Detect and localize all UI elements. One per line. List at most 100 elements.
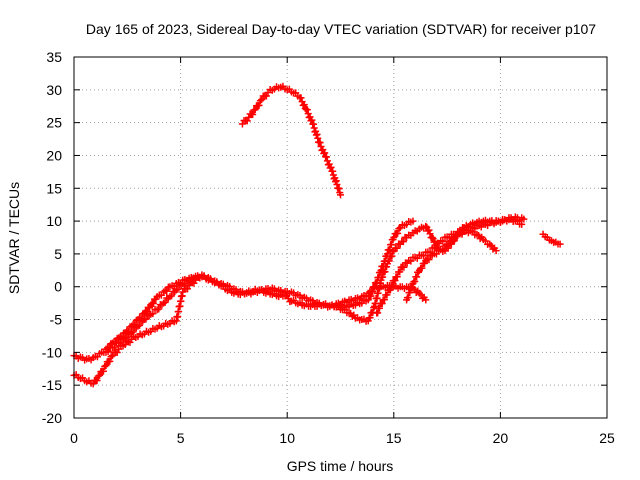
- x-tick-label: 15: [386, 430, 402, 446]
- data-point-fill: [249, 110, 257, 118]
- data-point-fill: [380, 296, 388, 304]
- data-point-fill: [379, 273, 387, 281]
- data-point-fill: [163, 287, 171, 295]
- data-point-fill: [396, 268, 404, 276]
- series-track-7: [238, 82, 344, 199]
- data-point-fill: [387, 241, 395, 249]
- data-point: [492, 247, 500, 255]
- y-tick-label: -10: [42, 344, 62, 360]
- y-tick-label: 20: [46, 147, 62, 163]
- data-point-fill: [255, 101, 263, 109]
- data-point-fill: [418, 264, 426, 272]
- data-point-fill: [439, 237, 447, 245]
- data-point: [192, 275, 200, 283]
- data-point: [364, 296, 372, 304]
- y-tick-label: 10: [46, 213, 62, 229]
- y-tick-label: -20: [42, 410, 62, 426]
- series-track-3: [102, 274, 200, 356]
- x-tick-label: 25: [599, 430, 615, 446]
- data-point-fill: [375, 304, 383, 312]
- data-point-fill: [262, 92, 270, 100]
- data-point-fill: [303, 106, 311, 114]
- data-point-fill: [101, 363, 109, 371]
- data-points: [70, 82, 564, 388]
- y-tick-label: 0: [54, 279, 62, 295]
- data-point: [258, 96, 266, 104]
- y-tick-label: 30: [46, 82, 62, 98]
- data-point: [96, 371, 104, 379]
- data-point: [409, 217, 417, 225]
- data-point: [390, 234, 398, 241]
- data-point-fill: [385, 257, 393, 265]
- data-point-fill: [155, 305, 163, 313]
- data-point-fill: [104, 348, 112, 356]
- data-point-fill: [381, 268, 389, 276]
- data-point: [422, 296, 430, 304]
- data-point-fill: [116, 339, 124, 347]
- y-tick-label: 35: [46, 49, 62, 65]
- data-point-fill: [406, 289, 414, 297]
- data-point: [428, 234, 436, 241]
- data-point-fill: [322, 153, 330, 161]
- data-point-fill: [413, 273, 421, 281]
- data-point-fill: [378, 300, 386, 308]
- data-point-fill: [366, 314, 374, 322]
- data-point-fill: [391, 277, 399, 285]
- data-point-fill: [106, 357, 114, 365]
- data-point-fill: [408, 283, 416, 291]
- series-track-4: [332, 215, 526, 325]
- data-point-fill: [99, 367, 107, 375]
- x-tick-label: 0: [70, 430, 78, 446]
- data-point-fill: [393, 244, 401, 252]
- data-point-fill: [389, 248, 397, 256]
- data-point-fill: [386, 286, 394, 294]
- data-point: [422, 222, 430, 230]
- data-point-fill: [369, 287, 377, 295]
- data-point-fill: [426, 230, 434, 238]
- data-point-fill: [256, 97, 264, 105]
- data-point-fill: [93, 377, 101, 385]
- y-tick-label: 5: [54, 246, 62, 262]
- data-point-fill: [394, 229, 402, 237]
- y-tick-label: -5: [50, 312, 63, 328]
- data-point-fill: [300, 101, 308, 109]
- data-point-fill: [388, 252, 396, 260]
- data-point: [556, 240, 564, 248]
- series-track-5: [373, 213, 528, 317]
- data-point-fill: [393, 273, 401, 281]
- data-point-fill: [168, 292, 176, 300]
- data-point: [518, 220, 526, 228]
- data-point-fill: [142, 315, 150, 323]
- chart-title: Day 165 of 2023, Sidereal Day-to-day VTE…: [86, 21, 596, 37]
- grid-lines: [74, 57, 607, 418]
- data-point-fill: [123, 334, 131, 342]
- data-point-fill: [187, 278, 195, 286]
- data-point-fill: [111, 343, 119, 351]
- data-point-fill: [297, 94, 305, 102]
- data-point-fill: [411, 277, 419, 285]
- data-point: [371, 283, 379, 291]
- data-point-fill: [149, 299, 157, 307]
- data-point-fill: [444, 241, 452, 249]
- data-point: [251, 106, 259, 114]
- data-point-fill: [174, 285, 182, 293]
- x-tick-label: 20: [493, 430, 509, 446]
- data-point-fill: [451, 236, 459, 244]
- data-point-fill: [383, 291, 391, 299]
- data-point-fill: [400, 263, 408, 271]
- plot-frame: [73, 56, 608, 419]
- data-point-fill: [404, 294, 412, 302]
- data-point-fill: [388, 281, 396, 289]
- data-point-fill: [367, 292, 375, 300]
- data-point: [520, 215, 528, 223]
- data-point-fill: [407, 257, 415, 265]
- data-point-fill: [316, 139, 324, 147]
- data-point-fill: [94, 372, 102, 380]
- y-tick-label: 15: [46, 180, 62, 196]
- x-tick-labels: 0 5 10 15 20 25: [70, 430, 615, 446]
- series-track-8: [539, 230, 564, 248]
- data-point-fill: [395, 225, 403, 233]
- data-point-fill: [420, 252, 428, 260]
- data-point: [102, 361, 110, 369]
